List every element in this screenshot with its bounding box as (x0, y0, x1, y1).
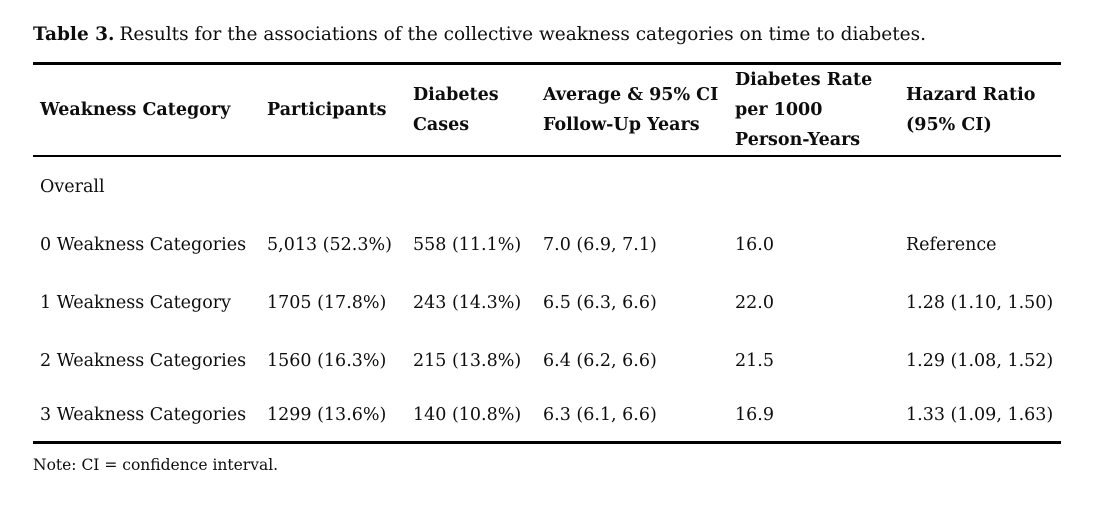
cell-diabetes-cases: 243 (14.3%) (413, 293, 522, 313)
table-row-3-weakness: 3 Weakness Categories 1299 (13.6%) 140 (… (33, 390, 1061, 442)
header-line: Weakness Category (40, 100, 231, 120)
cell-hazard-ratio (899, 156, 1061, 216)
header-line: Follow-Up Years (543, 115, 700, 135)
col-header-participants: Participants (260, 63, 406, 157)
header-row: Weakness Category Participants Diabetes … (33, 63, 1061, 157)
cell-followup-years: 6.4 (6.2, 6.6) (543, 351, 657, 371)
header-line: Average & 95% CI (543, 85, 719, 105)
cell-followup-years (536, 156, 728, 216)
cell-diabetes-rate: 16.9 (735, 405, 774, 426)
cell-diabetes-cases: 215 (13.8%) (413, 351, 522, 371)
cell-followup-years: 6.5 (6.3, 6.6) (543, 293, 657, 313)
cell-participants: 5,013 (52.3%) (267, 235, 392, 255)
cell-hazard-ratio: 1.29 (1.08, 1.52) (906, 351, 1054, 371)
cell-hazard-ratio: Reference (906, 235, 997, 255)
cell-diabetes-rate (728, 156, 899, 216)
cell-category: Overall (40, 176, 105, 197)
cell-followup-years: 6.3 (6.1, 6.6) (543, 405, 657, 426)
cell-category: 3 Weakness Categories (40, 405, 247, 426)
header-line: Cases (413, 115, 470, 135)
cell-followup-years: 7.0 (6.9, 7.1) (543, 235, 657, 255)
table-row-2-weakness: 2 Weakness Categories 1560 (16.3%) 215 (… (33, 332, 1061, 390)
table-note: Note: CI = confidence interval. (33, 455, 279, 474)
header-line: Participants (267, 100, 387, 120)
table-caption-label: Table 3. (33, 24, 115, 45)
cell-hazard-ratio: 1.28 (1.10, 1.50) (906, 293, 1054, 313)
header-line: Hazard Ratio (906, 85, 1036, 105)
cell-participants: 1705 (17.8%) (267, 293, 387, 313)
cell-category: 2 Weakness Categories (40, 351, 247, 371)
table-header: Weakness Category Participants Diabetes … (33, 63, 1061, 157)
col-header-followup-years: Average & 95% CI Follow-Up Years (536, 63, 728, 157)
cell-participants: 1299 (13.6%) (267, 405, 387, 426)
cell-category: 0 Weakness Categories (40, 235, 247, 255)
cell-diabetes-cases (406, 156, 536, 216)
header-line: per 1000 (735, 100, 823, 120)
header-line: Diabetes (413, 85, 499, 105)
col-header-hazard-ratio: Hazard Ratio (95% CI) (899, 63, 1061, 157)
col-header-weakness-category: Weakness Category (33, 63, 260, 157)
table-row-1-weakness: 1 Weakness Category 1705 (17.8%) 243 (14… (33, 274, 1061, 332)
cell-category: 1 Weakness Category (40, 293, 232, 313)
cell-diabetes-cases: 140 (10.8%) (413, 405, 522, 426)
col-header-diabetes-rate: Diabetes Rate per 1000 Person-Years (728, 63, 899, 157)
cell-hazard-ratio: 1.33 (1.09, 1.63) (906, 405, 1054, 426)
header-line: Diabetes Rate (735, 70, 873, 90)
col-header-diabetes-cases: Diabetes Cases (406, 63, 536, 157)
cell-diabetes-rate: 16.0 (735, 235, 774, 255)
cell-diabetes-cases: 558 (11.1%) (413, 235, 522, 255)
table-body: Overall 0 Weakness Categories 5,013 (52.… (33, 156, 1061, 442)
table-caption-text: Results for the associations of the coll… (119, 24, 926, 45)
cell-participants (260, 156, 406, 216)
table-row-overall: Overall (33, 156, 1061, 216)
header-line: (95% CI) (906, 115, 992, 135)
table-row-0-weakness: 0 Weakness Categories 5,013 (52.3%) 558 … (33, 216, 1061, 274)
cell-diabetes-rate: 21.5 (735, 351, 774, 371)
table-caption: Table 3. Results for the associations of … (33, 24, 1061, 46)
cell-participants: 1560 (16.3%) (267, 351, 387, 371)
cell-diabetes-rate: 22.0 (735, 293, 774, 313)
header-line: Person-Years (735, 130, 861, 150)
results-table: Weakness Category Participants Diabetes … (33, 62, 1061, 444)
